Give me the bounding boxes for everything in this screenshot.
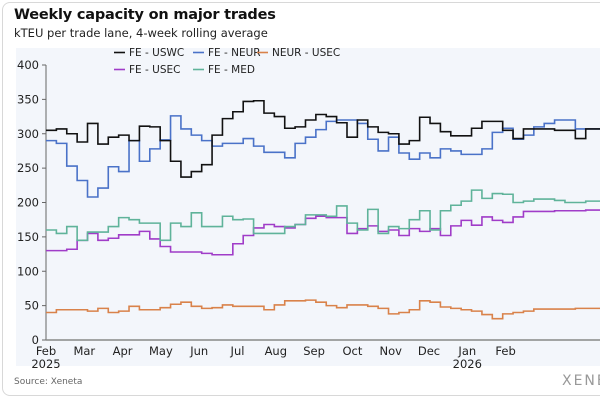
x-tick-label: Jan [457, 344, 476, 358]
y-tick-label: 200 [17, 196, 39, 210]
y-tick-label: 300 [17, 127, 39, 141]
x-tick-label: Sep [303, 344, 325, 358]
y-tick-label: 250 [17, 161, 39, 175]
y-axis: 0 50 100 150 200 250 300 350 400 [17, 58, 47, 347]
legend-label: FE - USWC [129, 47, 184, 59]
y-tick-label: 400 [17, 58, 39, 72]
x-tick-label: Jun [189, 344, 208, 358]
x-tick-label: Nov [379, 344, 402, 358]
x-tick-year-label: 2026 [453, 357, 482, 371]
x-tick-year-label: 2025 [31, 357, 60, 371]
x-tick-label: Jul [230, 344, 245, 358]
xeneta-logo: XENE [562, 373, 600, 389]
y-tick-label: 150 [17, 230, 39, 244]
legend-label: FE - MED [208, 64, 255, 76]
x-tick-label: Apr [113, 344, 133, 358]
legend-label: FE - USEC [129, 64, 180, 76]
series-lines [46, 99, 600, 320]
legend-label: FE - NEUR [208, 47, 261, 59]
x-tick-label: Dec [418, 344, 440, 358]
y-tick-label: 100 [17, 264, 39, 278]
chart-title: Weekly capacity on major trades [14, 7, 276, 23]
x-tick-label: Aug [265, 344, 287, 358]
series-line-fe-med [46, 189, 600, 242]
series-line-neur-usec [46, 299, 600, 320]
x-tick-label: Feb [36, 344, 56, 358]
series-line-fe-uswc [46, 99, 600, 178]
legend: FE - USWC FE - NEUR NEUR - USEC FE - USEC FE… [114, 47, 340, 76]
y-tick-label: 0 [32, 333, 39, 347]
y-tick-label: 350 [17, 92, 39, 106]
legend-label: NEUR - USEC [272, 47, 340, 59]
x-tick-label: Feb [495, 344, 515, 358]
x-tick-label: Mar [73, 344, 95, 358]
source-note: Source: Xeneta [14, 377, 83, 387]
chart-subtitle: kTEU per trade lane, 4-week rolling aver… [14, 26, 268, 40]
x-tick-label: May [149, 344, 173, 358]
plot-background [16, 48, 600, 366]
x-tick-label: Oct [342, 344, 362, 358]
y-tick-label: 50 [24, 299, 39, 313]
